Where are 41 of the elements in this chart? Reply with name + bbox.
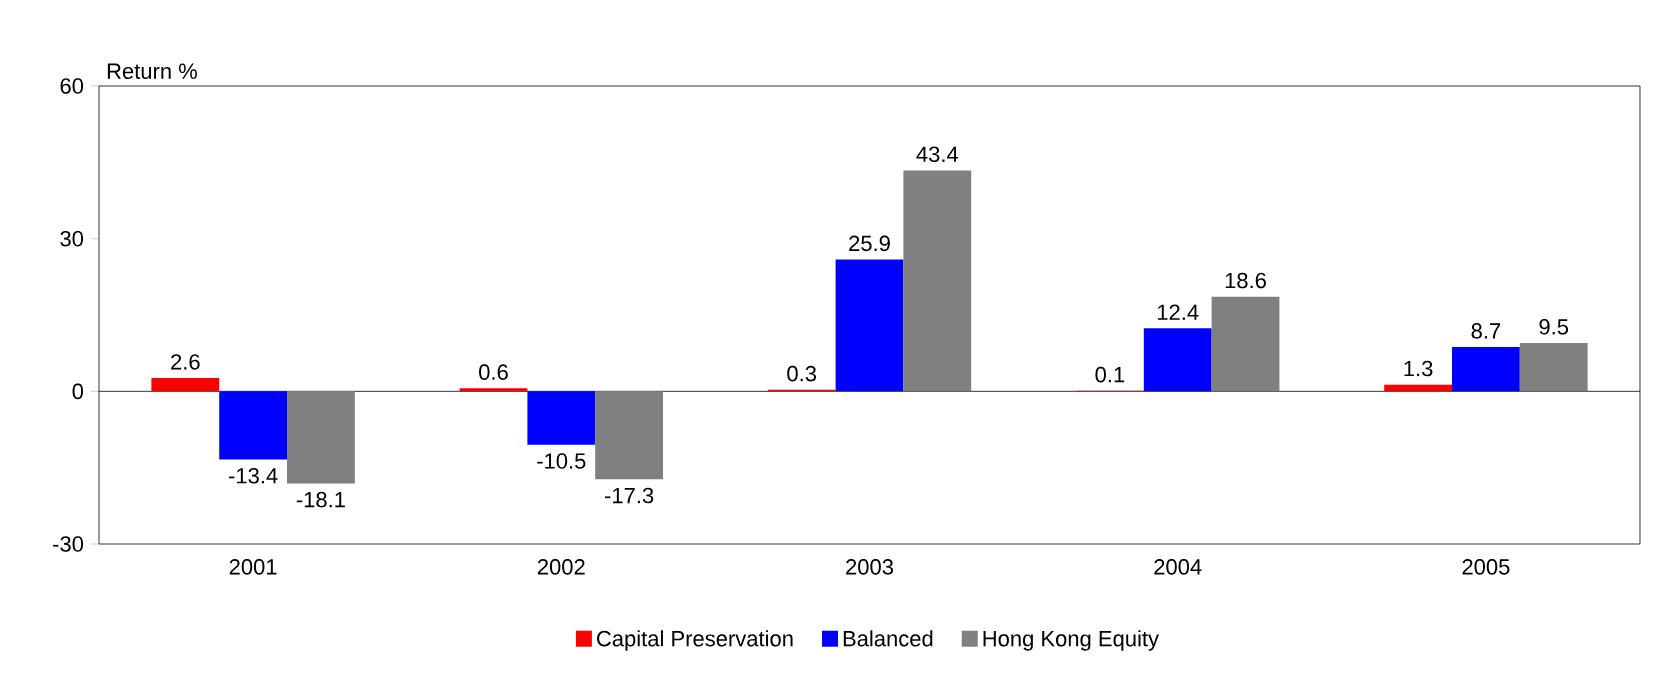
bar (835, 259, 904, 392)
bar (1384, 384, 1452, 392)
data-label: 8.7 (1471, 323, 1501, 339)
x-tick-label: 2001 (229, 559, 277, 575)
data-label: 2.6 (171, 354, 200, 370)
legend-label: Balanced (843, 630, 933, 647)
bar (903, 170, 972, 392)
data-label: -17.3 (605, 487, 654, 504)
data-label: -10.5 (537, 453, 586, 469)
bar (1211, 296, 1280, 392)
bar (219, 391, 288, 460)
bar (1143, 328, 1212, 392)
data-label: 0.3 (787, 365, 817, 382)
bar (1519, 342, 1588, 392)
x-tick-label: 2004 (1154, 559, 1202, 575)
data-label: -13.4 (229, 467, 278, 484)
bar (151, 378, 220, 392)
x-tick-label: 2005 (1462, 559, 1510, 575)
y-tick-label: 0 (72, 383, 84, 400)
data-label: 9.5 (1539, 319, 1569, 335)
data-label: -18.1 (296, 491, 345, 508)
bar (1452, 347, 1520, 392)
data-label: 12.4 (1157, 304, 1199, 320)
bar (459, 388, 528, 392)
bar (595, 391, 664, 480)
data-label: 25.9 (849, 235, 890, 252)
legend-label: Capital Preservation (597, 630, 793, 651)
y-axis-title: Return % (107, 63, 197, 79)
data-label: 43.4 (916, 146, 959, 163)
data-label: 0.6 (479, 364, 508, 380)
y-tick-label: -30 (53, 536, 84, 552)
data-label: 18.6 (1225, 272, 1266, 289)
x-tick-label: 2002 (537, 559, 585, 575)
x-tick-label: 2003 (846, 559, 893, 575)
y-tick-label: 60 (60, 78, 84, 94)
bar (287, 391, 355, 484)
data-label: 0.1 (1095, 366, 1125, 383)
y-tick-label: 30 (60, 230, 84, 247)
legend-label: Hong Kong Equity (983, 630, 1159, 651)
data-label: 1.3 (1404, 360, 1433, 377)
bar (527, 391, 596, 445)
